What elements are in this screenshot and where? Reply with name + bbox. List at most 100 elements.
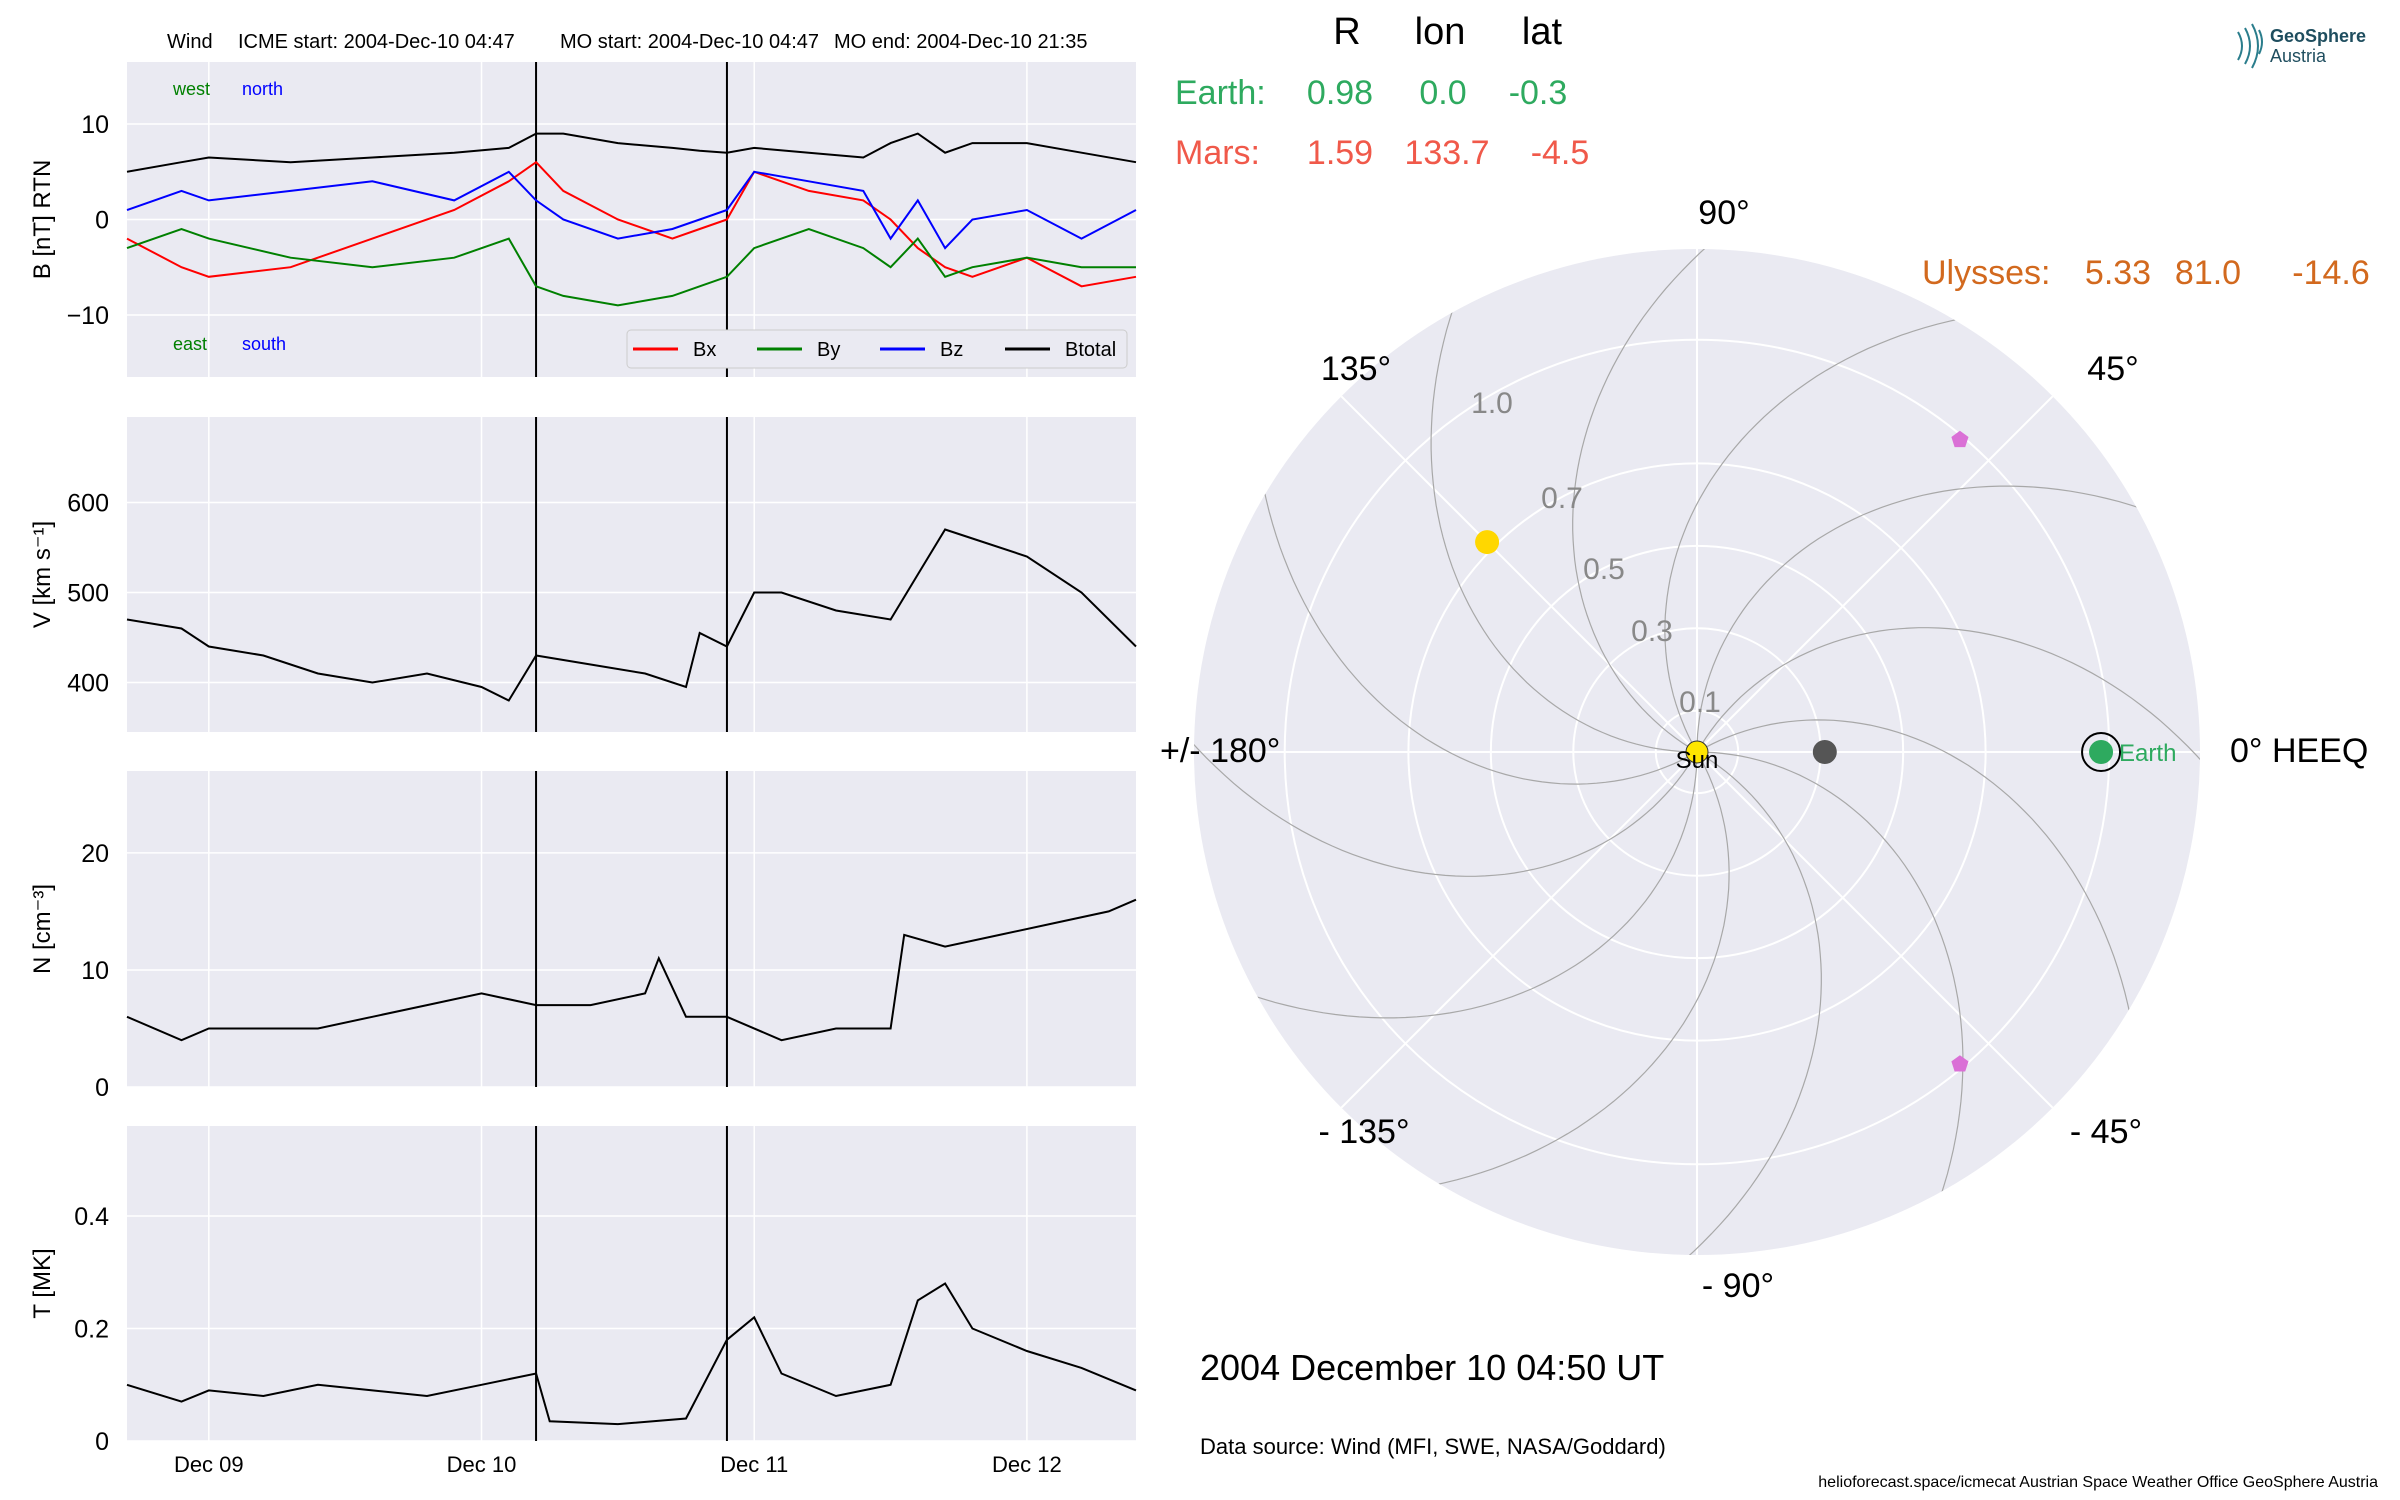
- icme-start: ICME start: 2004-Dec-10 04:47: [238, 31, 515, 53]
- annotation-east: east: [173, 334, 207, 354]
- series-line-speed: [126, 528, 1137, 702]
- y-axis-label: V [km s⁻¹]: [29, 521, 56, 628]
- earth-target-ring: [2081, 732, 2122, 772]
- series-line-bz: [126, 170, 1137, 250]
- y-axis-label: B [nT] RTN: [29, 160, 56, 280]
- spacecraft-name: Wind: [167, 31, 213, 53]
- y-tick-label: 600: [67, 490, 109, 518]
- table-header-lon: lon: [1415, 11, 1466, 53]
- legend-label-by: By: [817, 339, 840, 361]
- legend: Bx By Bz Btotal: [626, 329, 1128, 369]
- y-tick-label: −10: [67, 302, 109, 330]
- row-ulysses-lat: -14.6: [2292, 254, 2370, 292]
- parker-spiral-line: [1696, 485, 2200, 753]
- y-tick-label: 10: [81, 111, 109, 139]
- angular-gridline: [1696, 395, 2054, 753]
- x-tick-label: Dec 11: [720, 1452, 788, 1477]
- table-header-lat: lat: [1522, 11, 1563, 53]
- row-mars-r: 1.59: [1307, 134, 1373, 172]
- y-tick-label: 0: [95, 1074, 109, 1102]
- row-mars-lon: 133.7: [1404, 134, 1489, 172]
- theta-label: - 135°: [1318, 1113, 1409, 1151]
- mo-end: MO end: 2004-Dec-10 21:35: [834, 31, 1088, 53]
- series-line-bx: [126, 160, 1137, 288]
- theta-label: 90°: [1698, 194, 1749, 232]
- series-line-by: [126, 227, 1136, 307]
- earth-marker: [2089, 740, 2114, 764]
- legend-label-bz: Bz: [940, 339, 963, 361]
- magnetic_field-panel: −10 0 10 B [nT] RTN west north east south Bx By Bz…: [29, 62, 1137, 377]
- theta-label: - 90°: [1702, 1267, 1774, 1305]
- temperature-panel: 0 0.2 0.4 T [MK] Dec 09 Dec 10 Dec 11 Dec 12: [29, 1126, 1137, 1477]
- y-tick-label: 0: [95, 1428, 109, 1456]
- row-earth: Earth: 0.98 0.0 -0.3: [1175, 74, 1567, 112]
- sun-marker: [1685, 740, 1709, 764]
- r-tick-label: 0.1: [1679, 686, 1721, 719]
- row-earth-name: Earth:: [1175, 74, 1266, 112]
- r-tick-label: 0.3: [1631, 615, 1673, 648]
- row-ulysses-r: 5.33: [2085, 254, 2151, 292]
- row-earth-lat: -0.3: [1509, 74, 1568, 112]
- angular-gridline: [1340, 395, 1698, 753]
- parker-spiral-line: [1696, 751, 1964, 1255]
- timestamp: 2004 December 10 04:50 UT: [1200, 1347, 1664, 1388]
- spacecraft-marker: [1951, 430, 1969, 448]
- x-tick-label: Dec 10: [447, 1452, 517, 1477]
- y-tick-label: 0: [95, 207, 109, 235]
- planet-marker: [1812, 740, 1837, 764]
- angular-gridline: [1696, 751, 2054, 1109]
- legend-label-bx: Bx: [693, 339, 716, 361]
- speed-plot-area: [127, 417, 1136, 732]
- legend-box: [626, 329, 1128, 369]
- row-ulysses-name: Ulysses:: [1922, 254, 2050, 292]
- annotation-south: south: [242, 334, 286, 354]
- speed-panel: 400 500 600 V [km s⁻¹]: [29, 417, 1137, 732]
- parker-spiral-line: [1403, 751, 1822, 1255]
- y-tick-label: 10: [81, 957, 109, 985]
- mo-start: MO start: 2004-Dec-10 04:47: [560, 31, 819, 53]
- sun-label: Sun: [1676, 747, 1719, 774]
- logo-line2: Austria: [2270, 46, 2327, 66]
- logo-icon: [2237, 23, 2263, 69]
- series-line-temperature: [126, 1282, 1137, 1426]
- y-tick-label: 500: [67, 580, 109, 608]
- density-plot-area: [127, 771, 1136, 1087]
- legend-label-btotal: Btotal: [1065, 339, 1116, 361]
- density-panel: 0 10 20 N [cm⁻³]: [29, 771, 1137, 1102]
- row-earth-r: 0.98: [1307, 74, 1373, 112]
- theta-label: 0° HEEQ: [2230, 732, 2368, 770]
- y-tick-label: 0.4: [74, 1203, 109, 1231]
- theta-label: 135°: [1321, 350, 1391, 388]
- annotation-north: north: [242, 79, 283, 99]
- parker-spiral-line: [1194, 751, 1698, 1019]
- x-tick-label: Dec 09: [174, 1452, 244, 1477]
- theta-label: - 45°: [2070, 1113, 2142, 1151]
- parker-spiral-line: [1572, 249, 1991, 753]
- r-tick-label: 0.7: [1541, 482, 1583, 515]
- row-mars: Mars: 1.59 133.7 -4.5: [1175, 134, 1589, 172]
- spacecraft-marker: [1951, 1055, 1969, 1072]
- row-ulysses-lon: 81.0: [2175, 254, 2241, 292]
- y-axis-label: T [MK]: [29, 1248, 56, 1318]
- x-tick-label: Dec 12: [992, 1452, 1062, 1477]
- table-header-r: R: [1333, 11, 1360, 53]
- logo-line1: GeoSphere: [2270, 26, 2366, 46]
- y-tick-label: 0.2: [74, 1316, 109, 1344]
- y-tick-label: 20: [81, 840, 109, 868]
- earth-label: Earth: [2119, 740, 2176, 767]
- row-earth-lon: 0.0: [1419, 74, 1466, 112]
- r-tick-label: 1.0: [1471, 387, 1513, 420]
- row-mars-lat: -4.5: [1531, 134, 1590, 172]
- angular-gridline: [1340, 751, 1698, 1109]
- parker-spiral-line: [1430, 249, 1698, 753]
- footer: helioforecast.space/icmecat Austrian Spa…: [1818, 1474, 2378, 1491]
- geosphere-logo: GeoSphere Austria: [2237, 23, 2366, 69]
- row-ulysses: Ulysses: 5.33 81.0 -14.6: [1922, 254, 2370, 292]
- series-line-btotal: [126, 132, 1137, 173]
- y-tick-label: 400: [67, 670, 109, 698]
- row-mars-name: Mars:: [1175, 134, 1260, 172]
- theta-label: +/- 180°: [1160, 732, 1280, 770]
- annotation-west: west: [172, 79, 210, 99]
- parker-spiral-line: [1696, 627, 2200, 1046]
- series-line-density: [126, 898, 1137, 1042]
